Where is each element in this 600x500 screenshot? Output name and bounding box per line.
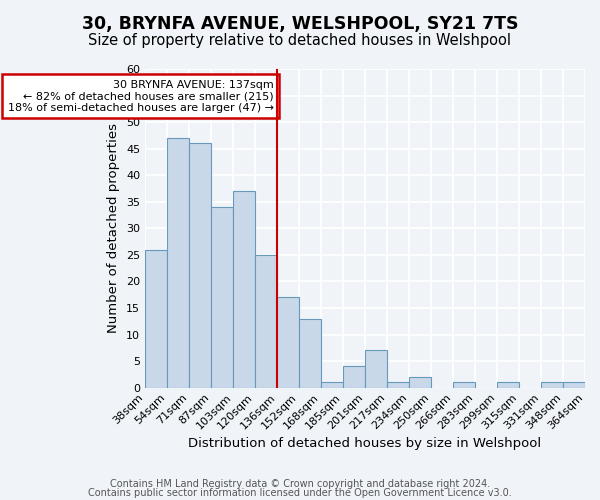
Text: 30 BRYNFA AVENUE: 137sqm
← 82% of detached houses are smaller (215)
18% of semi-: 30 BRYNFA AVENUE: 137sqm ← 82% of detach… [8, 80, 274, 113]
Bar [343, 366, 365, 388]
Bar [299, 318, 321, 388]
X-axis label: Distribution of detached houses by size in Welshpool: Distribution of detached houses by size … [188, 437, 542, 450]
Text: 30, BRYNFA AVENUE, WELSHPOOL, SY21 7TS: 30, BRYNFA AVENUE, WELSHPOOL, SY21 7TS [82, 15, 518, 33]
Bar [145, 250, 167, 388]
Bar [167, 138, 189, 388]
Bar [387, 382, 409, 388]
Bar [211, 207, 233, 388]
Text: Size of property relative to detached houses in Welshpool: Size of property relative to detached ho… [89, 32, 511, 48]
Y-axis label: Number of detached properties: Number of detached properties [107, 124, 121, 334]
Text: Contains HM Land Registry data © Crown copyright and database right 2024.: Contains HM Land Registry data © Crown c… [110, 479, 490, 489]
Bar [277, 298, 299, 388]
Bar [541, 382, 563, 388]
Bar [563, 382, 585, 388]
Bar [255, 255, 277, 388]
Bar [497, 382, 519, 388]
Bar [321, 382, 343, 388]
Text: Contains public sector information licensed under the Open Government Licence v3: Contains public sector information licen… [88, 488, 512, 498]
Bar [365, 350, 387, 388]
Bar [233, 191, 255, 388]
Bar [453, 382, 475, 388]
Bar [409, 377, 431, 388]
Bar [189, 144, 211, 388]
